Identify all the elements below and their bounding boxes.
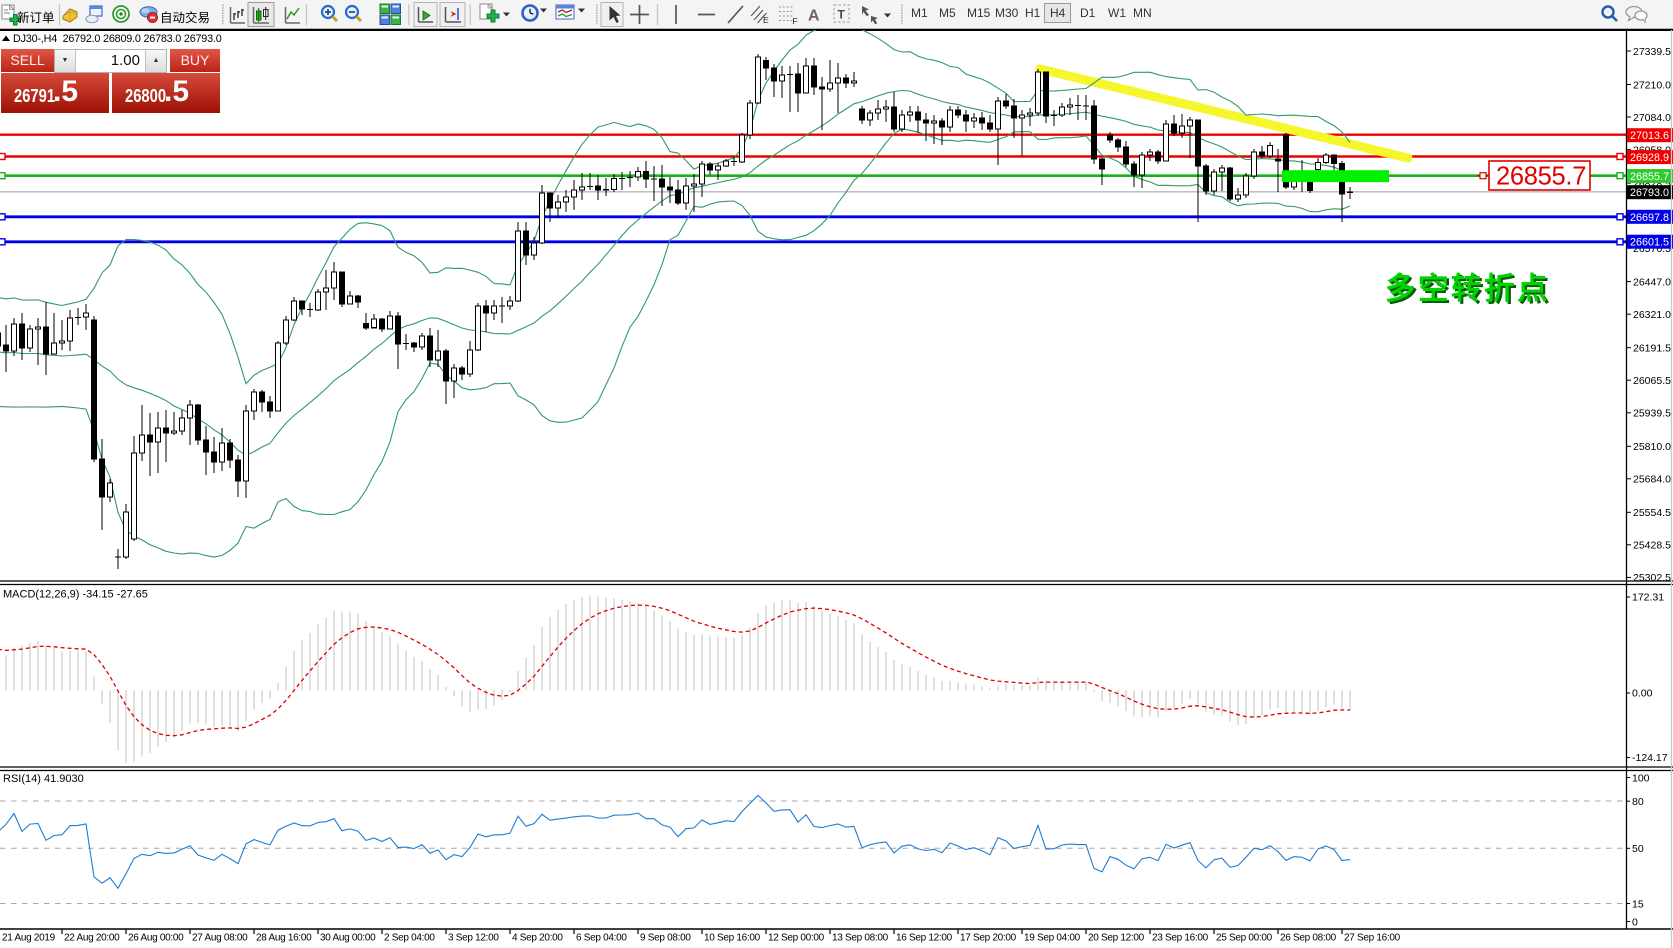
svg-text:6 Sep 04:00: 6 Sep 04:00 [576, 933, 627, 944]
svg-text:25 Sep 00:00: 25 Sep 00:00 [1216, 933, 1273, 944]
svg-text:23 Sep 16:00: 23 Sep 16:00 [1152, 933, 1209, 944]
svg-text:26601.5: 26601.5 [1630, 237, 1669, 249]
svg-text:25428.5: 25428.5 [1633, 540, 1671, 552]
svg-text:100: 100 [1632, 772, 1650, 784]
svg-text:20 Sep 12:00: 20 Sep 12:00 [1088, 933, 1145, 944]
svg-text:0.00: 0.00 [1632, 688, 1653, 700]
svg-text:E: E [763, 15, 769, 25]
svg-text:17 Sep 20:00: 17 Sep 20:00 [960, 933, 1017, 944]
svg-text:10 Sep 16:00: 10 Sep 16:00 [704, 933, 761, 944]
svg-text:26065.5: 26065.5 [1633, 375, 1671, 387]
svg-text:-124.17: -124.17 [1632, 752, 1668, 764]
svg-text:50: 50 [1632, 843, 1644, 855]
svg-text:26855.7: 26855.7 [1630, 171, 1669, 183]
svg-text:MACD(12,26,9) -34.15 -27.65: MACD(12,26,9) -34.15 -27.65 [3, 589, 148, 601]
svg-text:多空转折点: 多空转折点 [1385, 272, 1550, 306]
svg-text:27013.6: 27013.6 [1630, 130, 1669, 142]
svg-text:3 Sep 12:00: 3 Sep 12:00 [448, 933, 499, 944]
svg-text:25684.0: 25684.0 [1633, 474, 1671, 486]
svg-text:2 Sep 04:00: 2 Sep 04:00 [384, 933, 435, 944]
svg-text:26 Aug 00:00: 26 Aug 00:00 [128, 933, 184, 944]
svg-text:25810.0: 25810.0 [1633, 441, 1671, 453]
svg-text:27 Sep 16:00: 27 Sep 16:00 [1344, 933, 1401, 944]
svg-text:T: T [838, 8, 846, 22]
svg-text:19 Sep 04:00: 19 Sep 04:00 [1024, 933, 1081, 944]
svg-text:80: 80 [1632, 796, 1644, 808]
svg-text:12 Sep 00:00: 12 Sep 00:00 [768, 933, 825, 944]
svg-text:28 Aug 16:00: 28 Aug 16:00 [256, 933, 312, 944]
svg-text:30 Aug 00:00: 30 Aug 00:00 [320, 933, 376, 944]
svg-text:4 Sep 20:00: 4 Sep 20:00 [512, 933, 563, 944]
svg-text:26928.9: 26928.9 [1630, 152, 1669, 164]
svg-text:15: 15 [1632, 898, 1644, 910]
svg-text:DJ30-,H4 26792.0 26809.0 2678: DJ30-,H4 26792.0 26809.0 26783.0 26793.0 [13, 33, 222, 45]
svg-text:16 Sep 12:00: 16 Sep 12:00 [896, 933, 953, 944]
svg-text:9 Sep 08:00: 9 Sep 08:00 [640, 933, 691, 944]
svg-text:27339.5: 27339.5 [1633, 46, 1671, 58]
svg-text:26697.8: 26697.8 [1630, 212, 1669, 224]
svg-text:26793.0: 26793.0 [1630, 187, 1669, 199]
svg-text:26 Sep 08:00: 26 Sep 08:00 [1280, 933, 1337, 944]
svg-text:F: F [793, 16, 798, 26]
svg-text:25554.5: 25554.5 [1633, 507, 1671, 519]
svg-text:25939.5: 25939.5 [1633, 408, 1671, 420]
svg-text:26321.0: 26321.0 [1633, 309, 1671, 321]
svg-text:0: 0 [1632, 916, 1638, 928]
svg-text:26447.0: 26447.0 [1633, 276, 1671, 288]
svg-text:27210.0: 27210.0 [1633, 79, 1671, 91]
svg-text:26191.5: 26191.5 [1633, 343, 1671, 355]
svg-text:22 Aug 20:00: 22 Aug 20:00 [64, 933, 120, 944]
svg-text:27 Aug 08:00: 27 Aug 08:00 [192, 933, 248, 944]
svg-text:25302.5: 25302.5 [1633, 572, 1671, 584]
svg-text:13 Sep 08:00: 13 Sep 08:00 [832, 933, 889, 944]
svg-text:21 Aug 2019: 21 Aug 2019 [2, 933, 56, 944]
svg-text:26855.7: 26855.7 [1496, 163, 1586, 191]
svg-text:RSI(14) 41.9030: RSI(14) 41.9030 [3, 773, 84, 785]
svg-text:A: A [808, 8, 820, 25]
svg-text:27084.0: 27084.0 [1633, 112, 1671, 124]
svg-text:172.31: 172.31 [1632, 592, 1664, 604]
